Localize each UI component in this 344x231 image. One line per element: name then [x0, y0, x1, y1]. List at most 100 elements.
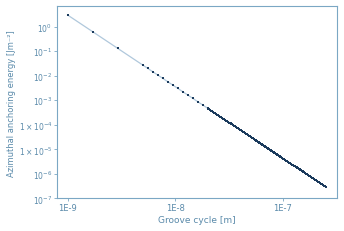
Point: [260, 144, 266, 147]
Point: [309, 176, 315, 180]
Point: [284, 160, 290, 163]
Point: [255, 140, 260, 143]
Point: [207, 108, 213, 112]
Point: [268, 149, 273, 152]
Point: [266, 148, 272, 151]
Point: [287, 161, 293, 165]
Point: [288, 162, 293, 166]
Point: [259, 143, 265, 146]
Point: [303, 172, 309, 176]
Point: [205, 107, 210, 111]
Point: [275, 154, 281, 157]
Point: [212, 112, 218, 116]
X-axis label: Groove cycle [m]: Groove cycle [m]: [158, 215, 236, 224]
Point: [295, 167, 301, 170]
Point: [246, 134, 252, 138]
Point: [292, 165, 298, 169]
Point: [253, 139, 258, 143]
Point: [280, 157, 286, 161]
Point: [140, 64, 146, 68]
Point: [205, 107, 211, 111]
Point: [235, 127, 240, 130]
Point: [315, 180, 321, 184]
Point: [306, 174, 311, 177]
Point: [208, 109, 213, 112]
Point: [317, 181, 322, 185]
Point: [175, 87, 180, 91]
Point: [296, 167, 302, 171]
Point: [243, 132, 249, 136]
Point: [250, 137, 256, 141]
Point: [269, 149, 274, 153]
Point: [316, 181, 322, 184]
Point: [218, 116, 224, 119]
Point: [309, 176, 314, 179]
Point: [307, 174, 312, 178]
Point: [232, 125, 238, 129]
Point: [223, 119, 228, 122]
Point: [115, 47, 120, 51]
Point: [275, 153, 280, 157]
Point: [216, 114, 222, 118]
Point: [210, 110, 215, 114]
Point: [185, 94, 190, 97]
Point: [298, 169, 304, 173]
Point: [277, 155, 282, 158]
Point: [219, 116, 224, 120]
Point: [276, 154, 281, 158]
Point: [247, 135, 252, 139]
Point: [310, 177, 316, 180]
Point: [243, 132, 248, 136]
Point: [226, 121, 232, 125]
Point: [150, 70, 155, 74]
Point: [212, 111, 217, 115]
Point: [200, 103, 205, 107]
Point: [246, 134, 251, 138]
Point: [321, 184, 327, 188]
Point: [235, 127, 241, 131]
Point: [297, 168, 302, 172]
Point: [225, 120, 230, 124]
Point: [239, 130, 244, 133]
Point: [249, 136, 255, 140]
Point: [224, 120, 229, 123]
Point: [271, 151, 276, 154]
Point: [251, 138, 257, 142]
Point: [248, 135, 253, 139]
Point: [226, 121, 231, 124]
Point: [271, 151, 277, 155]
Point: [322, 185, 327, 188]
Point: [265, 147, 270, 150]
Point: [232, 125, 237, 128]
Y-axis label: Azimuthal anchoring energy [Jm⁻²]: Azimuthal anchoring energy [Jm⁻²]: [7, 30, 16, 176]
Point: [230, 124, 236, 127]
Point: [255, 140, 261, 144]
Point: [231, 124, 236, 128]
Point: [280, 157, 285, 160]
Point: [273, 152, 279, 156]
Point: [214, 113, 220, 117]
Point: [237, 128, 242, 132]
Point: [285, 160, 290, 164]
Point: [221, 118, 227, 121]
Point: [254, 139, 259, 143]
Point: [217, 115, 223, 119]
Point: [292, 164, 297, 168]
Point: [312, 178, 318, 182]
Point: [269, 150, 275, 153]
Point: [289, 163, 295, 167]
Point: [65, 14, 70, 18]
Point: [283, 158, 288, 162]
Point: [223, 119, 229, 123]
Point: [234, 126, 239, 130]
Point: [238, 129, 244, 133]
Point: [304, 173, 310, 176]
Point: [228, 122, 233, 126]
Point: [206, 108, 212, 112]
Point: [301, 170, 306, 174]
Point: [293, 165, 299, 169]
Point: [240, 130, 245, 134]
Point: [213, 112, 218, 116]
Point: [264, 146, 270, 150]
Point: [318, 182, 324, 186]
